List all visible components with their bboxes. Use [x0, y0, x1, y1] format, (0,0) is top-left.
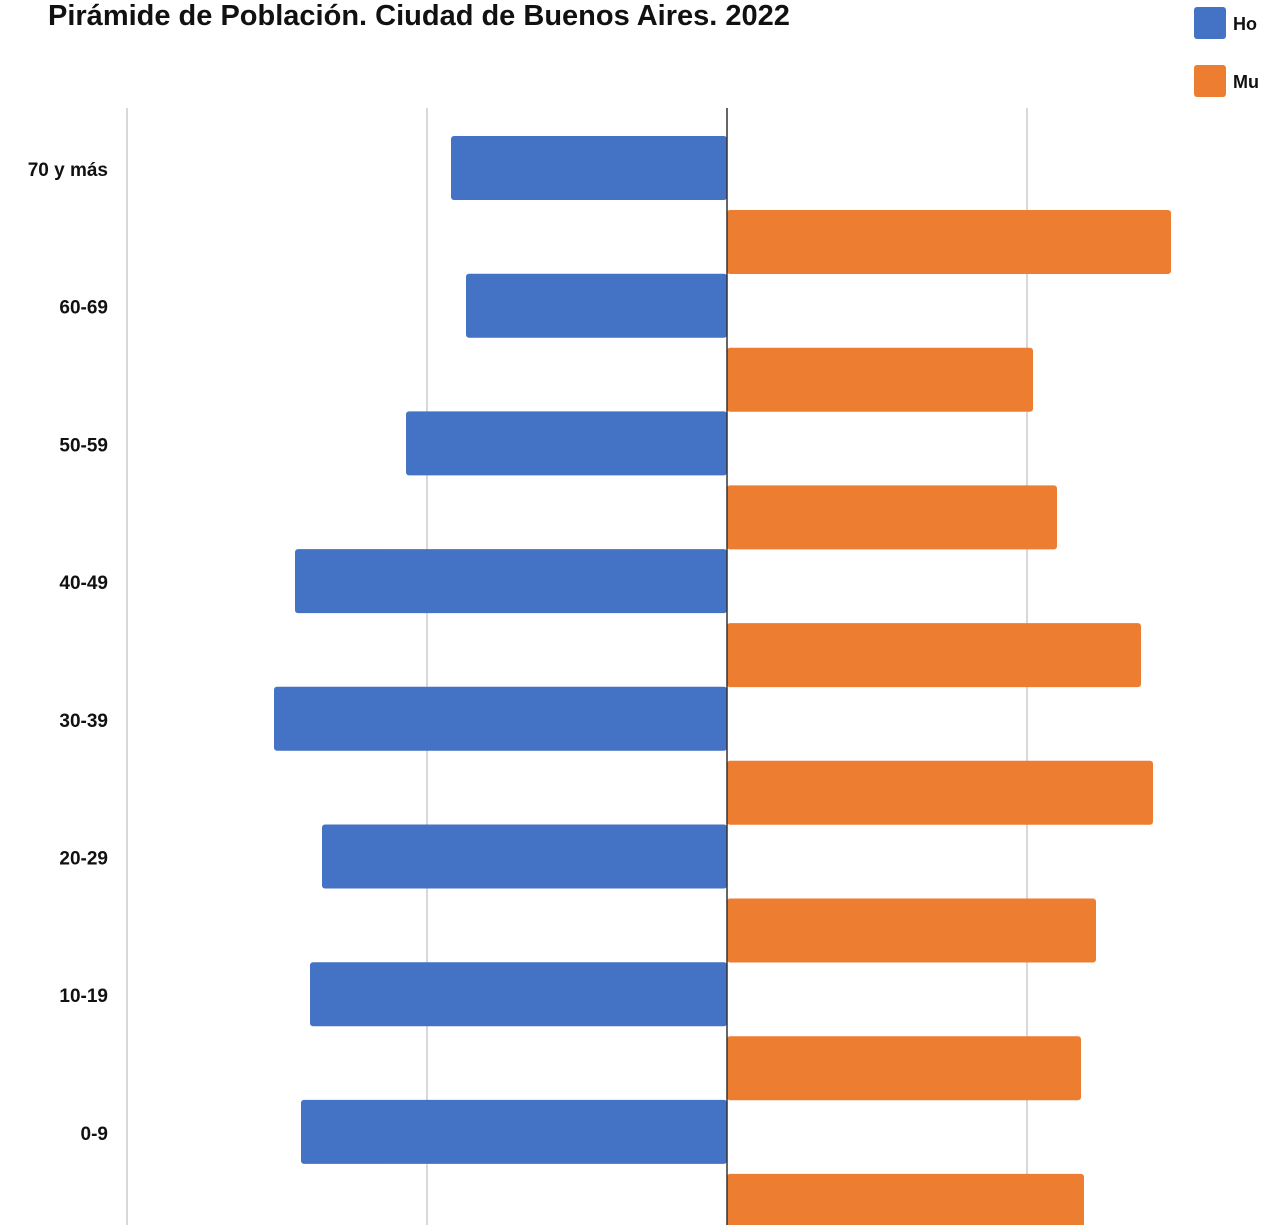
bar-hombres-20-29	[322, 824, 727, 889]
legend: Ho Mu	[1194, 7, 1259, 97]
bar-mujeres-70-y-más	[727, 210, 1171, 274]
bar-hombres-30-39	[274, 686, 727, 751]
bar-hombres-70-y-más	[451, 136, 727, 200]
category-labels: 70 y más 60-69 50-59 40-49 30-39 20-29 10-19 0-…	[28, 160, 108, 1145]
category-label: 70 y más	[28, 160, 108, 181]
bar-mujeres-30-39	[727, 760, 1153, 825]
category-label: 0-9	[81, 1124, 108, 1145]
category-label: 30-39	[59, 711, 108, 732]
category-label: 10-19	[59, 986, 108, 1007]
bar-hombres-60-69	[466, 273, 727, 338]
bars	[274, 136, 1171, 1225]
bar-mujeres-0-9	[727, 1173, 1084, 1225]
bar-hombres-40-49	[295, 549, 727, 614]
bar-mujeres-50-59	[727, 485, 1057, 550]
legend-swatch-hombres	[1194, 7, 1226, 39]
category-label: 50-59	[59, 435, 108, 456]
bar-hombres-10-19	[310, 962, 727, 1027]
bar-hombres-0-9	[301, 1099, 727, 1164]
category-label: 60-69	[59, 298, 108, 319]
bar-mujeres-20-29	[727, 898, 1096, 963]
bar-mujeres-40-49	[727, 623, 1141, 688]
bar-hombres-50-59	[406, 411, 727, 476]
legend-label-hombres: Ho	[1233, 14, 1257, 34]
legend-swatch-mujeres	[1194, 65, 1226, 97]
bar-mujeres-60-69	[727, 347, 1033, 412]
legend-label-mujeres: Mu	[1233, 72, 1259, 92]
category-label: 40-49	[59, 573, 108, 594]
category-label: 20-29	[59, 849, 108, 870]
chart-title: Pirámide de Población. Ciudad de Buenos …	[48, 0, 790, 32]
bar-mujeres-10-19	[727, 1036, 1081, 1101]
